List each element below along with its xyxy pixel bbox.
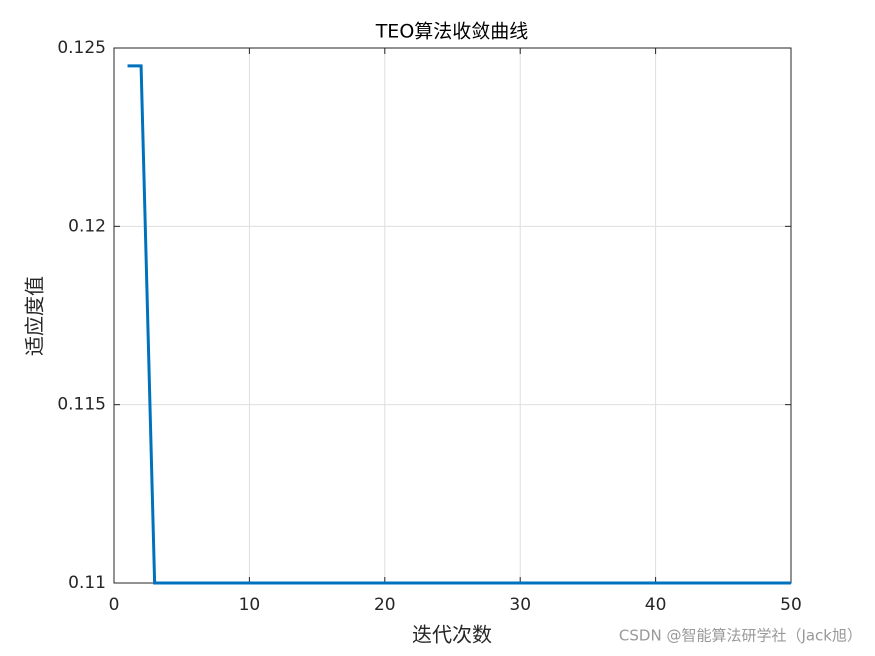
x-tick-label: 20 xyxy=(374,595,396,615)
y-axis-label: 适应度值 xyxy=(23,276,47,356)
x-tick-label: 30 xyxy=(509,595,531,615)
chart-title: TEO算法收敛曲线 xyxy=(375,21,529,43)
data-line xyxy=(127,64,791,585)
x-axis-label: 迭代次数 xyxy=(412,623,492,647)
y-tick-label: 0.115 xyxy=(57,395,106,415)
plot-area xyxy=(114,48,791,583)
x-tick-label: 40 xyxy=(645,595,667,615)
x-tick-label: 10 xyxy=(239,595,261,615)
y-tick-label: 0.12 xyxy=(68,216,106,236)
y-tick-label: 0.125 xyxy=(57,38,106,58)
x-tick-label: 0 xyxy=(109,595,120,615)
x-tick-label: 50 xyxy=(780,595,802,615)
watermark: CSDN @智能算法研学社（Jack旭） xyxy=(619,627,862,645)
y-tick-label: 0.11 xyxy=(68,573,106,593)
